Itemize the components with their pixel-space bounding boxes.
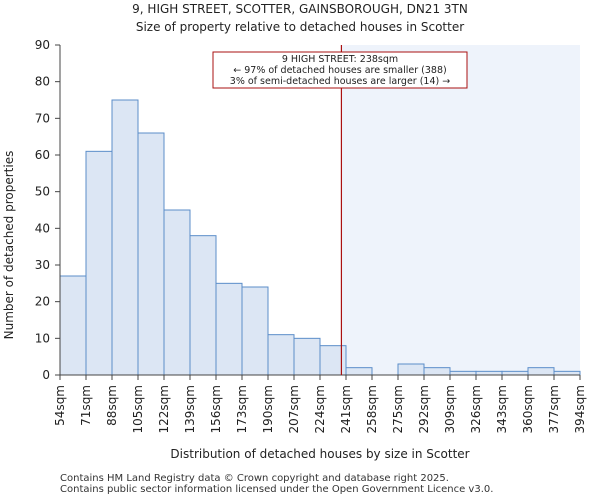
bar (397, 363, 425, 376)
annotation-title: 9 HIGH STREET: 238sqm (282, 54, 398, 65)
x-tick-label: 394sqm (573, 385, 587, 433)
annotation-box (212, 51, 468, 89)
x-tick-label: 326sqm (469, 385, 483, 433)
x-tick-label: 309sqm (443, 385, 457, 433)
x-tick-label: 88sqm (105, 385, 119, 426)
chart-subtitle: Size of property relative to detached ho… (136, 20, 464, 34)
x-tick-label: 224sqm (313, 385, 327, 433)
y-tick-label: 40 (35, 221, 50, 235)
x-tick-label: 292sqm (417, 385, 431, 433)
footer-copyright-line: Contains HM Land Registry data © Crown c… (60, 473, 449, 484)
bar (527, 367, 555, 376)
bar (319, 345, 347, 376)
y-tick-label: 60 (35, 148, 50, 162)
x-axis-label: Distribution of detached houses by size … (170, 447, 469, 461)
footer-licence-line: Contains public sector information licen… (60, 484, 494, 495)
x-tick-label: 139sqm (183, 385, 197, 433)
bar (137, 132, 165, 376)
bar (345, 367, 373, 376)
x-tick-label: 105sqm (131, 385, 145, 433)
x-tick-label: 275sqm (391, 385, 405, 433)
y-tick-label: 20 (35, 295, 50, 309)
bar (293, 337, 321, 376)
bar (215, 282, 243, 376)
bar (553, 370, 581, 376)
x-tick-label: 207sqm (287, 385, 301, 433)
y-tick-label: 80 (35, 75, 50, 89)
x-tick-label: 173sqm (235, 385, 249, 433)
x-tick-label: 241sqm (339, 385, 353, 433)
bar (501, 370, 529, 376)
bar (189, 235, 217, 376)
x-tick-label: 122sqm (157, 385, 171, 433)
chart-title: 9, HIGH STREET, SCOTTER, GAINSBOROUGH, D… (132, 2, 468, 16)
bar (85, 150, 113, 376)
x-tick-label: 377sqm (547, 385, 561, 433)
annotation-smaller-line: ← 97% of detached houses are smaller (38… (233, 65, 446, 76)
bar (59, 275, 87, 376)
y-tick-label: 30 (35, 258, 50, 272)
y-tick-label: 0 (42, 368, 50, 382)
x-tick-label: 54sqm (53, 385, 67, 426)
bar (111, 99, 139, 376)
y-axis-label: Number of detached properties (2, 151, 16, 340)
x-tick-label: 360sqm (521, 385, 535, 433)
bar (475, 370, 503, 376)
x-tick-label: 190sqm (261, 385, 275, 433)
x-tick-label: 258sqm (365, 385, 379, 433)
y-tick-label: 70 (35, 111, 50, 125)
bar (423, 367, 451, 376)
highlight-region (341, 45, 580, 375)
y-tick-label: 10 (35, 331, 50, 345)
annotation-larger-line: 3% of semi-detached houses are larger (1… (230, 76, 450, 87)
bar (267, 334, 295, 376)
bar (241, 286, 269, 376)
bar (163, 209, 191, 376)
bar (449, 370, 477, 376)
x-tick-label: 71sqm (79, 385, 93, 426)
y-tick-label: 50 (35, 185, 50, 199)
x-tick-label: 343sqm (495, 385, 509, 433)
x-tick-label: 156sqm (209, 385, 223, 433)
y-tick-label: 90 (35, 38, 50, 52)
